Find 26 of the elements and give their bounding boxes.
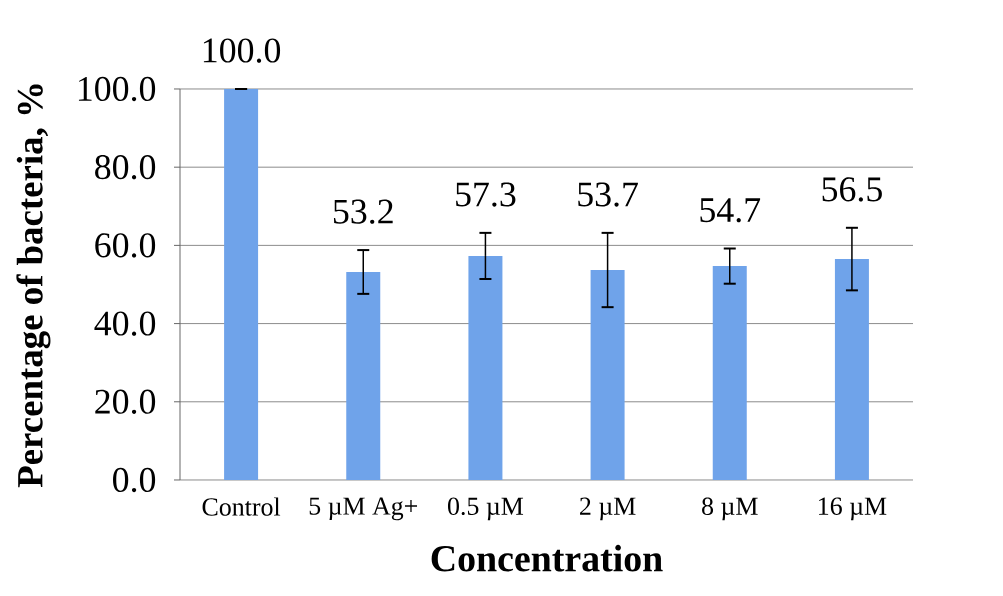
x-tick-label: 2 µM — [580, 497, 636, 521]
bar — [224, 88, 259, 480]
y-tick-label: 100.0 — [78, 76, 156, 102]
bar — [712, 266, 747, 480]
bar — [468, 255, 503, 480]
y-tick-label: 20.0 — [95, 389, 156, 414]
data-label: 54.7 — [700, 198, 761, 223]
data-label: 100.0 — [203, 38, 281, 63]
y-tick-label: 60.0 — [95, 233, 156, 258]
bar — [346, 271, 381, 480]
data-label: 53.7 — [578, 182, 638, 207]
y-tick-label: 80.0 — [95, 155, 156, 180]
data-label: 56.5 — [822, 177, 882, 202]
x-axis-title: Concentration — [431, 544, 663, 572]
data-label: 57.3 — [456, 182, 516, 207]
x-tick-label: 0.5 µM — [448, 497, 524, 521]
x-tick-label: 8 µM — [702, 497, 758, 521]
y-tick-label: 0.0 — [113, 467, 156, 493]
data-label: 53.2 — [333, 199, 393, 224]
y-tick-label: 40.0 — [94, 311, 156, 336]
x-tick-label: Control — [202, 497, 281, 516]
x-tick-label: 5 µM Ag+ — [309, 497, 418, 521]
bar — [834, 259, 869, 480]
y-axis-title: Percentage of bacteria, % — [16, 84, 51, 488]
bar — [590, 270, 625, 480]
x-tick-label: 16 µM — [819, 497, 887, 521]
